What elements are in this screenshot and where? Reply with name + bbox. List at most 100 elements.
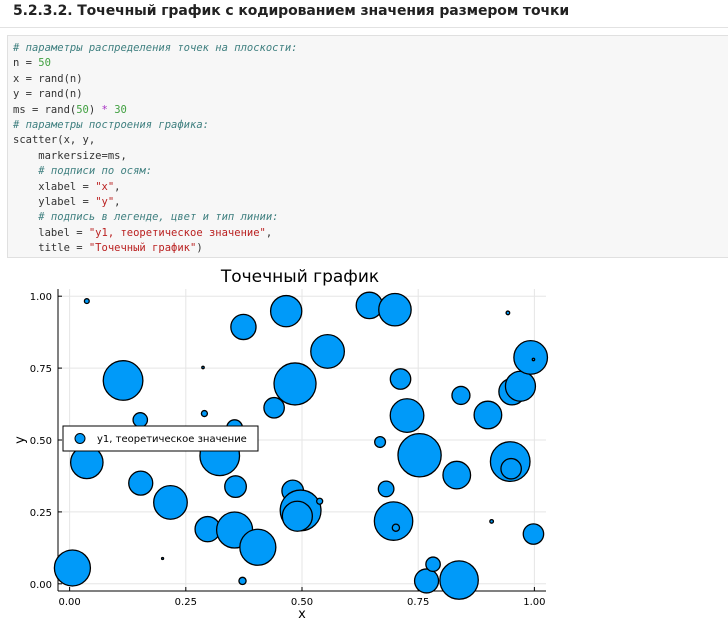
x-tick-label: 0.00	[58, 597, 80, 608]
legend-label: y1, теоретическое значение	[97, 434, 247, 445]
code-token: 50	[76, 103, 89, 116]
scatter-point	[128, 470, 154, 496]
code-token: y = rand(n)	[13, 88, 83, 101]
code-token: ,	[265, 226, 273, 239]
scatter-point	[522, 523, 545, 545]
code-token: # параметры построения графика:	[13, 118, 209, 131]
code-line: ylabel = "y",	[13, 195, 297, 210]
code-block[interactable]: # параметры распределения точек на плоск…	[13, 41, 297, 256]
code-line: # подписи по осям:	[13, 164, 297, 179]
code-token: *	[101, 103, 108, 116]
code-line: label = "y1, теоретическое значение",	[13, 226, 297, 241]
code-token: xlabel =	[13, 180, 96, 193]
chart-svg: 0.00 0.25 0.50 0.75 1.00 0.00 0.25 0.50 0.75 1.00…	[13, 267, 549, 622]
legend-marker	[74, 433, 86, 444]
scatter-point	[53, 549, 92, 587]
code-line: x = rand(n)	[13, 72, 297, 87]
code-token: 30	[114, 103, 127, 116]
scatter-point	[269, 294, 303, 328]
code-token: # подписи по осям:	[13, 165, 153, 178]
scatter-point	[201, 365, 205, 370]
code-line: xlabel = "x",	[13, 180, 297, 195]
scatter-point	[230, 313, 257, 341]
y-axis-label: y	[13, 436, 28, 444]
code-line: n = 50	[13, 56, 297, 71]
code-token: ,	[114, 180, 121, 193]
scatter-point	[373, 501, 414, 541]
scatter-point	[310, 333, 346, 369]
code-token: # параметры распределения точек на плоск…	[13, 42, 298, 54]
code-line: # подпись в легенде, цвет и тип линии:	[13, 210, 297, 225]
scatter-point	[413, 568, 440, 594]
scatter-point	[425, 556, 441, 573]
scatter-point	[504, 370, 537, 402]
scatter-point	[391, 523, 401, 532]
scatter-point	[238, 576, 247, 586]
code-token: label =	[13, 226, 89, 239]
scatter-point	[200, 409, 209, 418]
scatter-point	[316, 497, 324, 505]
scatter-point	[442, 460, 472, 490]
code-cell[interactable]	[7, 35, 728, 258]
code-token: 50	[38, 57, 51, 70]
code-token: )	[196, 242, 203, 255]
code-line: # параметры построения графика:	[13, 118, 297, 133]
code-token: n =	[13, 57, 39, 70]
code-token: ylabel =	[13, 195, 96, 208]
scatter-point	[355, 291, 384, 320]
scatter-point	[102, 360, 144, 401]
y-tick-label: 0.50	[30, 436, 52, 447]
scatter-point	[513, 340, 549, 375]
code-line: markersize=ms,	[13, 149, 297, 164]
scatter-point	[489, 518, 495, 524]
scatter-point	[397, 432, 442, 478]
code-line: ms = rand(50) * 30	[13, 103, 297, 118]
section-heading: 5.2.3.2. Точечный график с кодированием …	[13, 3, 570, 19]
code-token: )	[88, 103, 102, 116]
scatter-point	[500, 457, 522, 480]
chart-title: Точечный график	[220, 267, 379, 287]
scatter-point	[439, 560, 479, 600]
scatter-point	[389, 368, 412, 390]
code-line: # параметры распределения точек на плоск…	[13, 41, 297, 56]
scatter-point	[224, 475, 247, 499]
scatter-point	[505, 310, 511, 316]
legend-box	[62, 425, 259, 452]
scatter-point	[153, 484, 188, 520]
scatter-point	[378, 292, 412, 327]
scatter-point	[239, 528, 277, 566]
scatter-point	[160, 556, 165, 561]
scatter-point	[389, 398, 425, 434]
scatter-point	[531, 357, 536, 362]
code-token: # подпись в легенде, цвет и тип линии:	[13, 211, 279, 224]
scatter-point	[281, 500, 314, 532]
code-token: "y"	[95, 195, 115, 208]
code-token: ,	[114, 195, 121, 208]
y-tick-label: 1.00	[30, 292, 52, 303]
scatter-point	[374, 435, 387, 449]
code-token: scatter(x, y,	[13, 134, 96, 147]
x-tick-label: 0.75	[407, 597, 429, 608]
code-token: ms = rand(	[13, 103, 77, 116]
code-line: title = "Точечный график")	[13, 241, 297, 256]
scatter-point	[83, 298, 90, 305]
x-tick-label: 0.50	[291, 597, 313, 608]
code-token: "Точечный график"	[88, 242, 197, 255]
legend: y1, теоретическое значение	[62, 425, 259, 452]
code-token: "x"	[95, 180, 115, 193]
scatter-chart: 0.00 0.25 0.50 0.75 1.00 0.00 0.25 0.50 0.75 1.00…	[0, 260, 600, 634]
y-tick-label: 0.75	[30, 364, 52, 375]
scatter-point	[132, 412, 149, 428]
x-tick-label: 0.25	[175, 597, 197, 608]
code-token: title =	[13, 242, 89, 255]
scatter-point	[263, 396, 285, 419]
scatter-point	[451, 385, 471, 406]
y-tick-label: 0.25	[30, 508, 52, 519]
heading-divider	[0, 27, 728, 28]
code-token: x = rand(n)	[13, 72, 83, 85]
code-line: y = rand(n)	[13, 87, 297, 102]
scatter-point	[473, 400, 503, 430]
code-line: scatter(x, y,	[13, 133, 297, 148]
code-token: markersize=ms,	[13, 149, 127, 162]
scatter-point	[377, 480, 395, 498]
